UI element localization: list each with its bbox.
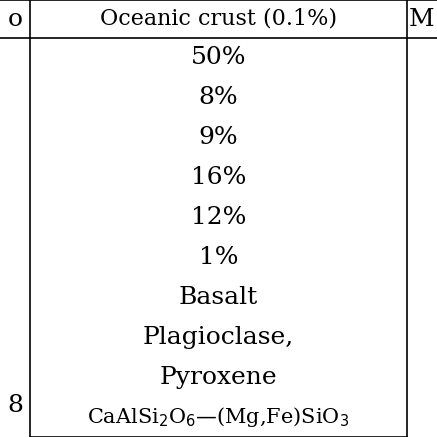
Text: 50%: 50%	[191, 46, 246, 69]
Text: Pyroxene: Pyroxene	[160, 366, 277, 388]
Text: 1%: 1%	[199, 246, 238, 269]
Text: 8: 8	[7, 394, 23, 416]
Text: CaAlSi$_2$O$_6$—(Mg,Fe)SiO$_3$: CaAlSi$_2$O$_6$—(Mg,Fe)SiO$_3$	[87, 405, 350, 429]
Text: 16%: 16%	[191, 166, 246, 189]
Text: Oceanic crust (0.1%): Oceanic crust (0.1%)	[100, 8, 337, 30]
Text: Basalt: Basalt	[179, 286, 258, 309]
Text: 8%: 8%	[199, 87, 238, 109]
Text: 12%: 12%	[191, 206, 246, 229]
Text: 9%: 9%	[199, 126, 238, 149]
Text: Plagioclase,: Plagioclase,	[143, 326, 294, 349]
Text: o: o	[7, 7, 22, 31]
Text: M: M	[409, 7, 435, 31]
